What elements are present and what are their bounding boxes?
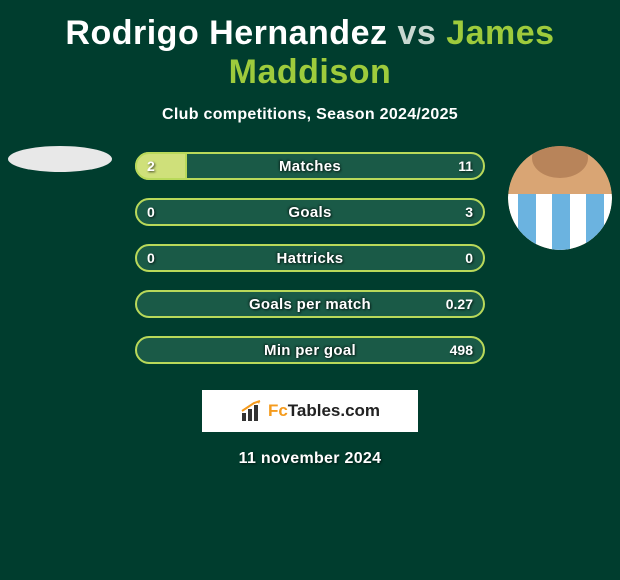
- logo-fc: Fc: [268, 401, 288, 420]
- stat-value-right: 0.27: [446, 296, 473, 312]
- logo-tables: Tables: [288, 401, 341, 420]
- stat-value-right: 498: [450, 342, 473, 358]
- logo-text: FcTables.com: [268, 401, 380, 421]
- comparison-title: Rodrigo Hernandez vs James Maddison: [0, 0, 620, 98]
- player2-avatar: [508, 146, 612, 250]
- stat-label: Matches: [279, 158, 341, 175]
- stat-label: Hattricks: [277, 250, 344, 267]
- logo-com: .com: [340, 401, 380, 420]
- stat-label: Goals: [288, 204, 331, 221]
- bar-fill-left: [135, 152, 187, 180]
- vs-text: vs: [397, 14, 436, 52]
- fctables-logo: FcTables.com: [202, 390, 418, 432]
- stat-value-left: 2: [147, 158, 155, 174]
- stat-value-right: 3: [465, 204, 473, 220]
- stat-value-left: 0: [147, 250, 155, 266]
- player1-avatar-container: [8, 146, 112, 190]
- stat-bar: Min per goal 498: [135, 336, 485, 364]
- stat-label: Goals per match: [249, 296, 371, 313]
- stat-value-left: 0: [147, 204, 155, 220]
- chart-icon: [240, 399, 264, 423]
- date-text: 11 november 2024: [0, 450, 620, 468]
- comparison-content: 2 Matches 11 0 Goals 3 0 Hattricks 0 Goals per ma…: [0, 152, 620, 468]
- stat-bars: 2 Matches 11 0 Goals 3 0 Hattricks 0 Goals per ma…: [135, 152, 485, 364]
- player2-avatar-container: [508, 146, 612, 268]
- stat-bar: Goals per match 0.27: [135, 290, 485, 318]
- player1-avatar: [8, 146, 112, 172]
- stat-value-right: 0: [465, 250, 473, 266]
- subtitle: Club competitions, Season 2024/2025: [0, 106, 620, 124]
- stat-bar: 0 Goals 3: [135, 198, 485, 226]
- stat-bar: 0 Hattricks 0: [135, 244, 485, 272]
- stat-label: Min per goal: [264, 342, 356, 359]
- stat-bar: 2 Matches 11: [135, 152, 485, 180]
- player1-name: Rodrigo Hernandez: [65, 14, 387, 52]
- stat-value-right: 11: [458, 158, 473, 174]
